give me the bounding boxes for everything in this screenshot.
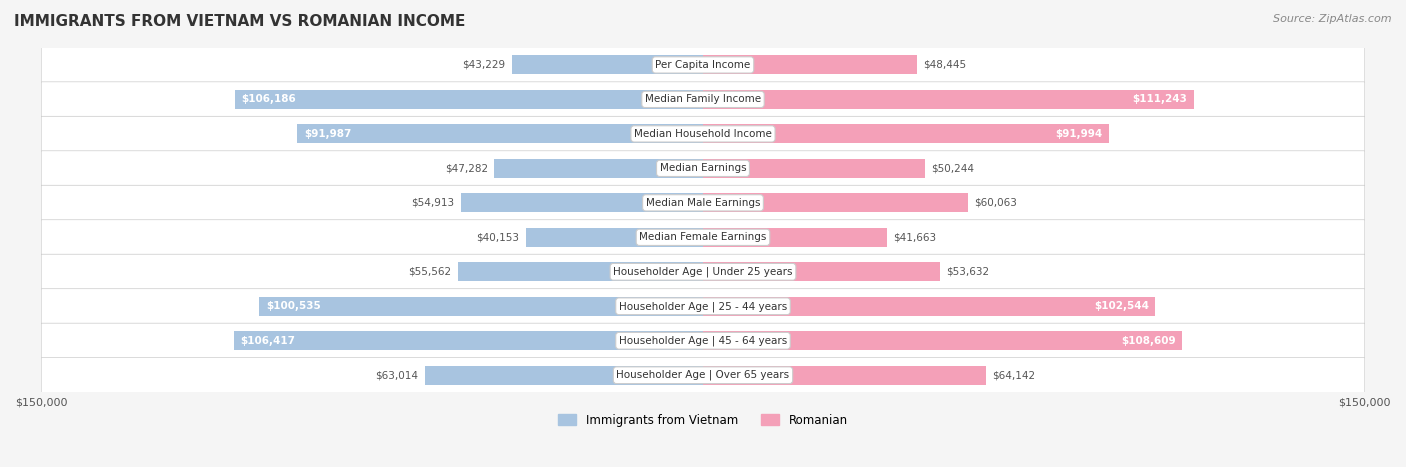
Text: $43,229: $43,229 [463, 60, 506, 70]
Bar [260, 297, 703, 316]
Text: $54,913: $54,913 [411, 198, 454, 208]
Text: Householder Age | Over 65 years: Householder Age | Over 65 years [616, 370, 790, 381]
Text: Householder Age | 45 - 64 years: Householder Age | 45 - 64 years [619, 335, 787, 346]
Text: IMMIGRANTS FROM VIETNAM VS ROMANIAN INCOME: IMMIGRANTS FROM VIETNAM VS ROMANIAN INCO… [14, 14, 465, 29]
Text: $40,153: $40,153 [477, 232, 519, 242]
Bar [425, 366, 703, 385]
Text: $91,994: $91,994 [1054, 129, 1102, 139]
Bar [235, 90, 703, 109]
Text: Median Male Earnings: Median Male Earnings [645, 198, 761, 208]
Text: $47,282: $47,282 [444, 163, 488, 173]
Bar [461, 193, 703, 212]
Text: $106,186: $106,186 [242, 94, 295, 105]
Bar [512, 56, 703, 74]
Bar [233, 331, 703, 350]
Text: $91,987: $91,987 [304, 129, 352, 139]
Text: $41,663: $41,663 [893, 232, 936, 242]
Bar [703, 124, 1109, 143]
Bar [703, 193, 967, 212]
FancyBboxPatch shape [41, 220, 1365, 255]
Text: $55,562: $55,562 [408, 267, 451, 277]
Text: Median Family Income: Median Family Income [645, 94, 761, 105]
Text: $108,609: $108,609 [1121, 336, 1175, 346]
FancyBboxPatch shape [41, 323, 1365, 358]
Text: Median Earnings: Median Earnings [659, 163, 747, 173]
FancyBboxPatch shape [41, 254, 1365, 290]
Text: $63,014: $63,014 [375, 370, 419, 380]
FancyBboxPatch shape [41, 358, 1365, 393]
FancyBboxPatch shape [41, 116, 1365, 151]
Bar [297, 124, 703, 143]
Bar [703, 366, 986, 385]
Bar [703, 262, 939, 281]
Text: $53,632: $53,632 [946, 267, 990, 277]
Bar [526, 228, 703, 247]
Text: Median Female Earnings: Median Female Earnings [640, 232, 766, 242]
Text: $48,445: $48,445 [924, 60, 966, 70]
Bar [458, 262, 703, 281]
Legend: Immigrants from Vietnam, Romanian: Immigrants from Vietnam, Romanian [554, 409, 852, 432]
Text: Per Capita Income: Per Capita Income [655, 60, 751, 70]
Text: $100,535: $100,535 [266, 301, 321, 311]
FancyBboxPatch shape [41, 151, 1365, 186]
Text: Median Household Income: Median Household Income [634, 129, 772, 139]
Bar [703, 331, 1182, 350]
Text: Householder Age | 25 - 44 years: Householder Age | 25 - 44 years [619, 301, 787, 311]
Bar [703, 90, 1194, 109]
Text: $102,544: $102,544 [1094, 301, 1149, 311]
Bar [495, 159, 703, 178]
Text: $50,244: $50,244 [931, 163, 974, 173]
Text: Householder Age | Under 25 years: Householder Age | Under 25 years [613, 267, 793, 277]
Text: $106,417: $106,417 [240, 336, 295, 346]
Bar [703, 297, 1156, 316]
Bar [703, 228, 887, 247]
FancyBboxPatch shape [41, 47, 1365, 83]
FancyBboxPatch shape [41, 289, 1365, 324]
Bar [703, 56, 917, 74]
Bar [703, 159, 925, 178]
Text: $64,142: $64,142 [993, 370, 1036, 380]
FancyBboxPatch shape [41, 185, 1365, 220]
Text: $111,243: $111,243 [1132, 94, 1187, 105]
Text: $60,063: $60,063 [974, 198, 1018, 208]
Text: Source: ZipAtlas.com: Source: ZipAtlas.com [1274, 14, 1392, 24]
FancyBboxPatch shape [41, 82, 1365, 117]
